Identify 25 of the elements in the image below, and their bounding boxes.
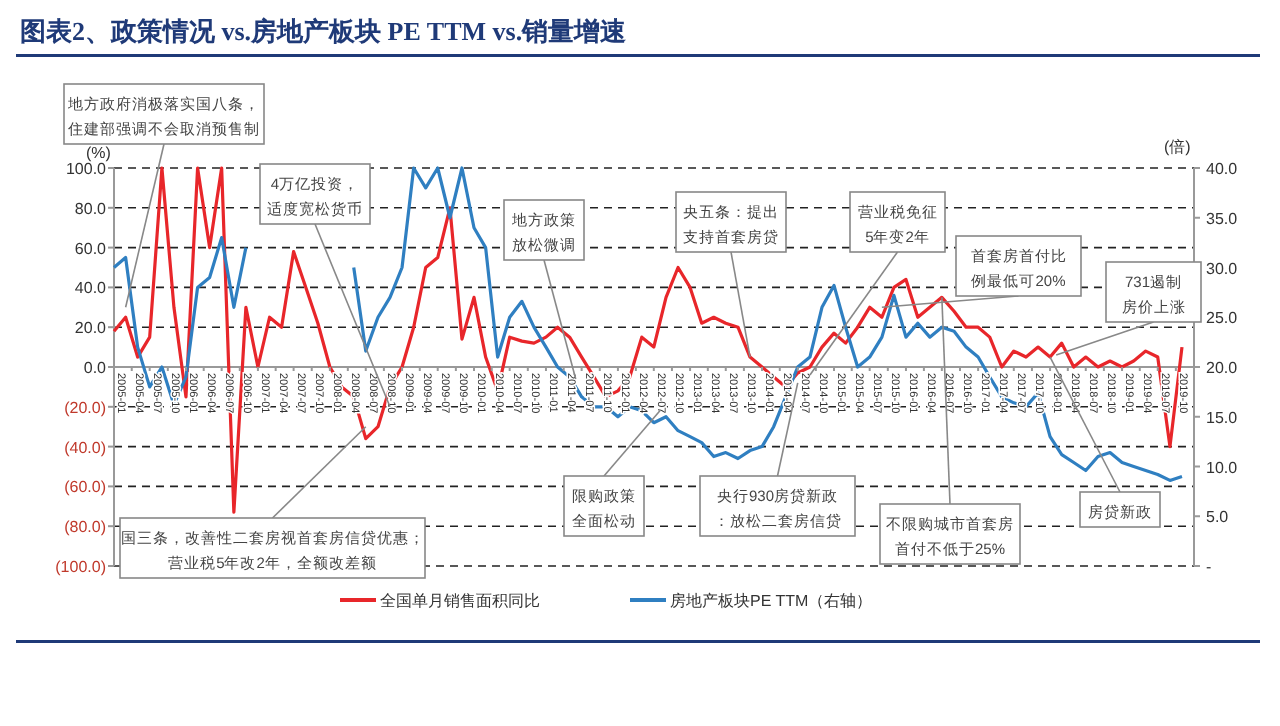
y2-tick-label: 25.0 xyxy=(1206,309,1239,328)
y-tick-label: 0.0 xyxy=(83,359,108,377)
y2-tick-label: 10.0 xyxy=(1206,458,1239,477)
y-tick-label: (100.0) xyxy=(55,558,107,576)
chart-title: 图表2、政策情况 vs.房地产板块 PE TTM vs.销量增速 xyxy=(20,16,629,46)
y-tick-label: 40.0 xyxy=(74,279,108,298)
y2-tick-label: 15.0 xyxy=(1206,408,1239,427)
y-tick-label: 20.0 xyxy=(74,319,108,338)
y-tick-label: (80.0) xyxy=(64,518,107,537)
y2-tick-label: - xyxy=(1206,558,1212,576)
y2-tick-label: 5.0 xyxy=(1206,508,1230,527)
y-tick-label: (40.0) xyxy=(64,438,107,457)
y2-axis-title: (倍) xyxy=(1164,138,1192,156)
y2-tick-label: 40.0 xyxy=(1206,160,1239,178)
y2-tick-label: 20.0 xyxy=(1206,359,1239,377)
legend-label: 房地产板块PE TTM（右轴） xyxy=(670,592,873,610)
legend-label: 全国单月销售面积同比 xyxy=(380,592,540,610)
y-tick-label: (20.0) xyxy=(64,398,107,417)
y-axis-title: (%) xyxy=(86,144,112,162)
y-tick-label: 80.0 xyxy=(74,199,108,218)
y2-tick-label: 35.0 xyxy=(1206,209,1239,228)
y-tick-label: (60.0) xyxy=(64,478,107,497)
y-tick-label: 100.0 xyxy=(65,160,108,178)
y-tick-label: 60.0 xyxy=(74,239,108,258)
y2-tick-label: 30.0 xyxy=(1206,259,1239,278)
